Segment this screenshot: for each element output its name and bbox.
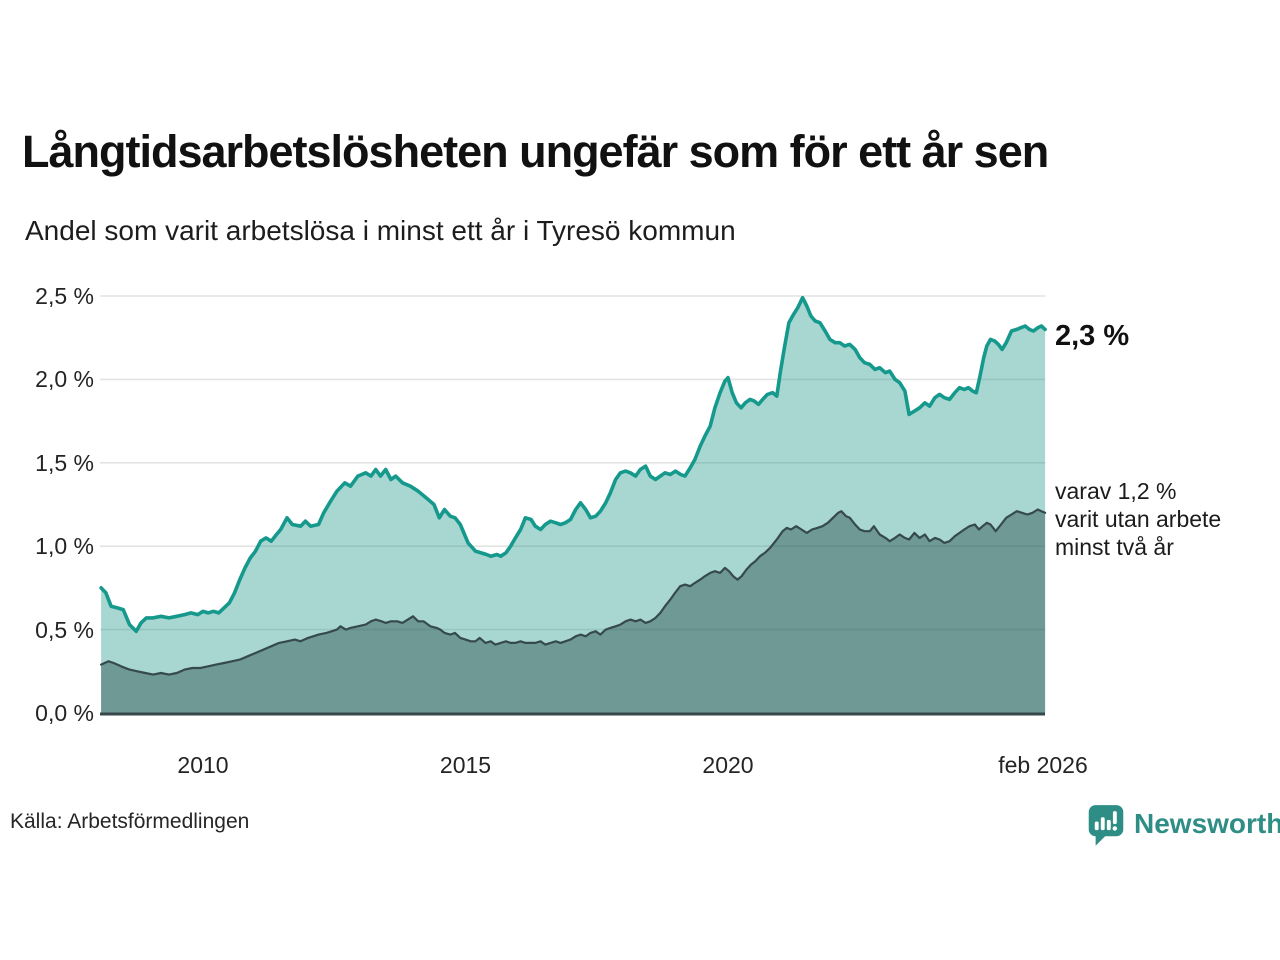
y-axis-label: 1,0 %: [35, 533, 94, 560]
x-axis-label: feb 2026: [998, 752, 1088, 778]
line-min-one-year: [99, 295, 1047, 634]
y-axis-label: 0,5 %: [35, 616, 94, 643]
x-axis-label: 2010: [177, 752, 229, 778]
chart-title: Långtidsarbetslösheten ungefär som för e…: [22, 126, 1049, 177]
chart-subtitle: Andel som varit arbetslösa i minst ett å…: [25, 215, 736, 246]
newsworthy-logo: Newsworthy: [1087, 803, 1280, 847]
secondary-series-annotation: varav 1,2 % varit utan arbete minst två …: [1055, 478, 1222, 560]
newsworthy-wordmark: Newsworthy: [1134, 808, 1280, 839]
newsworthy-bubble-barchart-icon: [1088, 805, 1124, 846]
area-min-one-year: [101, 297, 1046, 713]
latest-value-label: 2,3 %: [1055, 320, 1130, 352]
y-axis-label: 2,0 %: [35, 366, 94, 393]
line-min-two-years: [100, 508, 1047, 676]
y-axis-label: 0,0 %: [35, 700, 94, 726]
x-axis-label: 2015: [439, 752, 492, 778]
area-min-two-years: [101, 509, 1046, 713]
source-text: Källa: Arbetsförmedlingen: [10, 810, 250, 833]
y-axis-label: 1,5 %: [35, 449, 94, 476]
y-axis-label: 2,5 %: [35, 283, 94, 309]
x-axis-label: 2020: [702, 752, 754, 778]
